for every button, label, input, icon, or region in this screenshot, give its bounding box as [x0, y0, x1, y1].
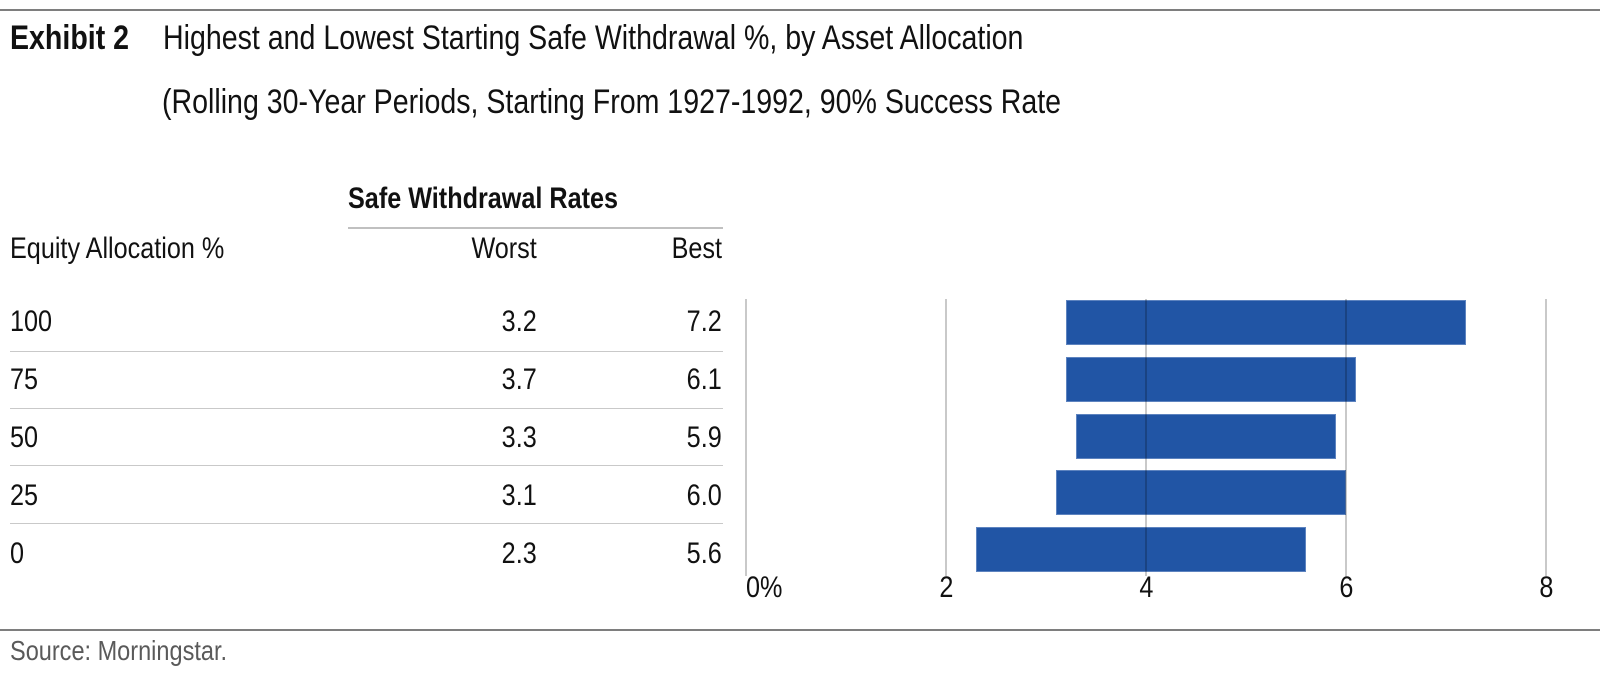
equity-value-text: 0	[10, 537, 25, 570]
range-bar	[1076, 414, 1336, 459]
axis-tick-label-text: 0%	[746, 571, 783, 604]
table-group-header-text: Safe Withdrawal Rates	[348, 182, 619, 215]
exhibit-label-text: Exhibit 2	[10, 19, 130, 57]
worst-value-text: 3.1	[501, 479, 537, 512]
table-row-divider	[10, 351, 723, 352]
column-header-best: Best	[522, 231, 722, 267]
axis-tick-label-text: 6	[1338, 571, 1354, 604]
axis-tick-label-text: 2	[938, 571, 954, 604]
exhibit-label: Exhibit 2	[10, 18, 152, 58]
equity-value-text: 75	[10, 363, 39, 396]
axis-tick-label-text: 4	[1138, 571, 1154, 604]
column-header-equity-text: Equity Allocation %	[10, 232, 225, 265]
table-row-best-value: 6.1	[522, 362, 722, 398]
column-header-worst-text: Worst	[471, 232, 537, 265]
exhibit-title-line2: (Rolling 30-Year Periods, Starting From …	[162, 82, 1232, 122]
bottom-rule	[0, 629, 1600, 631]
column-header-worst: Worst	[337, 231, 537, 267]
table-row-best-value: 5.9	[522, 420, 722, 456]
table-row-best-value: 5.6	[522, 536, 722, 572]
worst-value-text: 3.2	[501, 305, 537, 338]
table-row-equity-value: 100	[10, 304, 310, 340]
equity-value-text: 50	[10, 421, 39, 454]
table-row-worst-value: 3.2	[337, 304, 537, 340]
axis-tick-label: 6	[1316, 570, 1376, 606]
range-bar	[976, 527, 1306, 572]
range-bar	[1066, 300, 1466, 345]
top-rule	[0, 9, 1600, 11]
range-bar	[1056, 470, 1346, 515]
table-row-best-value: 6.0	[522, 478, 722, 514]
worst-value-text: 2.3	[501, 537, 537, 570]
table-row-equity-value: 25	[10, 478, 310, 514]
table-row-equity-value: 75	[10, 362, 310, 398]
equity-value-text: 100	[10, 305, 53, 338]
best-value-text: 6.0	[686, 479, 722, 512]
worst-value-text: 3.3	[501, 421, 537, 454]
axis-tick-label-text: 8	[1538, 571, 1554, 604]
best-value-text: 5.6	[686, 537, 722, 570]
column-header-best-text: Best	[671, 232, 722, 265]
best-value-text: 6.1	[686, 363, 722, 396]
gridline	[1345, 299, 1347, 576]
table-row-divider	[10, 465, 723, 466]
axis-tick-label: 8	[1516, 570, 1576, 606]
gridline	[945, 299, 947, 576]
best-value-text: 7.2	[686, 305, 722, 338]
table-row-divider	[10, 408, 723, 409]
table-row-equity-value: 50	[10, 420, 310, 456]
axis-tick-label: 2	[916, 570, 976, 606]
column-header-equity: Equity Allocation %	[10, 231, 310, 267]
gridline	[745, 299, 747, 576]
group-header-underline	[348, 227, 723, 229]
exhibit-title-line1-text: Highest and Lowest Starting Safe Withdra…	[163, 19, 1024, 57]
worst-value-text: 3.7	[501, 363, 537, 396]
table-group-header: Safe Withdrawal Rates	[348, 181, 670, 217]
gridline	[1145, 299, 1147, 576]
gridline	[1545, 299, 1547, 576]
table-row-worst-value: 3.1	[337, 478, 537, 514]
table-row-worst-value: 3.3	[337, 420, 537, 456]
best-value-text: 5.9	[686, 421, 722, 454]
exhibit-title-line2-text: (Rolling 30-Year Periods, Starting From …	[162, 83, 1062, 121]
source-note-text: Source: Morningstar.	[10, 635, 228, 666]
source-note: Source: Morningstar.	[10, 634, 268, 668]
table-row-worst-value: 2.3	[337, 536, 537, 572]
table-row-equity-value: 0	[10, 536, 310, 572]
table-row-divider	[10, 523, 723, 524]
equity-value-text: 25	[10, 479, 39, 512]
axis-tick-label: 4	[1116, 570, 1176, 606]
exhibit-title-line1: Highest and Lowest Starting Safe Withdra…	[163, 18, 1187, 58]
table-row-worst-value: 3.7	[337, 362, 537, 398]
axis-tick-label: 0%	[746, 570, 836, 606]
table-row-best-value: 7.2	[522, 304, 722, 340]
range-bar	[1066, 357, 1356, 402]
